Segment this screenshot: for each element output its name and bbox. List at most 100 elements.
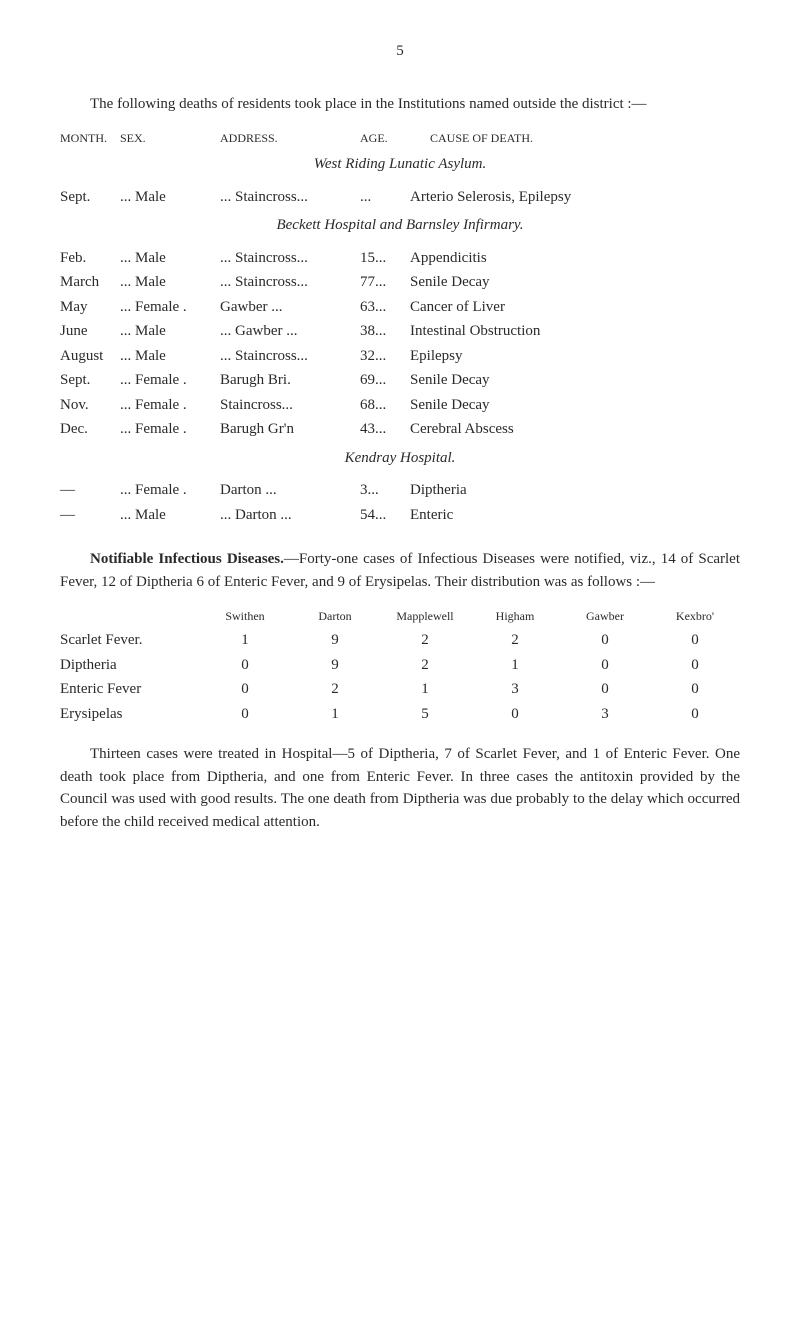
header-address: ADDRESS. [220, 129, 360, 147]
hospital-2: Beckett Hospital and Barnsley Infirmary. [60, 214, 740, 237]
entry-cause: Intestinal Obstruction [410, 320, 740, 343]
block-2: Feb. ... Male ... Staincross... 15... Ap… [60, 247, 740, 441]
entry-sex: ... Female . [120, 418, 220, 441]
dist-val: 0 [650, 678, 740, 701]
page-number: 5 [60, 40, 740, 63]
entry-row: March ... Male ... Staincross... 77... S… [60, 271, 740, 294]
entry-row: Nov. ... Female . Staincross... 68... Se… [60, 394, 740, 417]
dist-header: Swithen Darton Mapplewell Higham Gawber … [60, 607, 740, 625]
entry-age: 43... [360, 418, 410, 441]
entry-addr: ... Staincross... [220, 345, 360, 368]
closing-paragraph: Thirteen cases were treated in Hospital—… [60, 743, 740, 833]
entry-row: August ... Male ... Staincross... 32... … [60, 345, 740, 368]
entry-sex: ... Male [120, 247, 220, 270]
entry-sex: ... Male [120, 345, 220, 368]
entry-row: Dec. ... Female . Barugh Gr'n 43... Cere… [60, 418, 740, 441]
entry-cause: Cancer of Liver [410, 296, 740, 319]
entry-addr: ... Staincross... [220, 271, 360, 294]
dist-val: 5 [380, 703, 470, 726]
dist-val: 9 [290, 654, 380, 677]
notifiable-title: Notifiable Infectious Diseases. [90, 551, 284, 567]
entry-cause: Diptheria [410, 479, 740, 502]
entry-addr: ... Gawber ... [220, 320, 360, 343]
entry-age: 32... [360, 345, 410, 368]
entry-addr: Staincross... [220, 394, 360, 417]
entry-age: 3... [360, 479, 410, 502]
dist-val: 0 [650, 654, 740, 677]
entry-sex: ... Female . [120, 296, 220, 319]
hospital-3: Kendray Hospital. [60, 447, 740, 470]
dist-val: 2 [380, 654, 470, 677]
entry-age: 63... [360, 296, 410, 319]
entry-age: 54... [360, 504, 410, 527]
entry-addr: ... Darton ... [220, 504, 360, 527]
dist-header-col: Darton [290, 607, 380, 625]
entry-row: June ... Male ... Gawber ... 38... Intes… [60, 320, 740, 343]
dist-name: Enteric Fever [60, 678, 200, 701]
entry-cause: Epilepsy [410, 345, 740, 368]
dist-name: Erysipelas [60, 703, 200, 726]
dist-val: 2 [290, 678, 380, 701]
dist-header-col: Gawber [560, 607, 650, 625]
entry-month: June [60, 320, 120, 343]
dist-row: Erysipelas 0 1 5 0 3 0 [60, 703, 740, 726]
entry-row: Feb. ... Male ... Staincross... 15... Ap… [60, 247, 740, 270]
column-headers: MONTH. SEX. ADDRESS. AGE. CAUSE OF DEATH… [60, 129, 740, 147]
entry-sex: ... Male [120, 320, 220, 343]
dist-name: Diptheria [60, 654, 200, 677]
dist-val: 0 [560, 629, 650, 652]
dist-val: 1 [470, 654, 560, 677]
entry-row: Sept. ... Male ... Staincross... ... Art… [60, 186, 740, 209]
entry-addr: Darton ... [220, 479, 360, 502]
entry-age: 77... [360, 271, 410, 294]
dist-val: 0 [200, 703, 290, 726]
entry-month: Sept. [60, 186, 120, 209]
header-sex: SEX. [120, 129, 220, 147]
entry-age: 68... [360, 394, 410, 417]
dist-header-col: Kexbro' [650, 607, 740, 625]
entry-sex: ... Male [120, 504, 220, 527]
dist-val: 0 [650, 629, 740, 652]
dist-table: Scarlet Fever. 1 9 2 2 0 0 Diptheria 0 9… [60, 629, 740, 725]
dist-val: 1 [200, 629, 290, 652]
entry-addr: ... Staincross... [220, 186, 360, 209]
entry-month: — [60, 504, 120, 527]
entry-row: Sept. ... Female . Barugh Bri. 69... Sen… [60, 369, 740, 392]
dist-val: 2 [470, 629, 560, 652]
entry-month: Dec. [60, 418, 120, 441]
entry-month: August [60, 345, 120, 368]
entry-age: 69... [360, 369, 410, 392]
dist-row: Diptheria 0 9 2 1 0 0 [60, 654, 740, 677]
dist-val: 0 [200, 654, 290, 677]
header-cause: CAUSE OF DEATH. [430, 129, 740, 147]
intro-paragraph: The following deaths of residents took p… [60, 93, 740, 116]
dist-val: 0 [560, 654, 650, 677]
header-month: MONTH. [60, 129, 120, 147]
dist-row: Enteric Fever 0 2 1 3 0 0 [60, 678, 740, 701]
dist-val: 0 [650, 703, 740, 726]
dist-val: 3 [470, 678, 560, 701]
entry-age: 15... [360, 247, 410, 270]
dist-val: 2 [380, 629, 470, 652]
entry-cause: Cerebral Abscess [410, 418, 740, 441]
entry-month: March [60, 271, 120, 294]
entry-cause: Enteric [410, 504, 740, 527]
dist-row: Scarlet Fever. 1 9 2 2 0 0 [60, 629, 740, 652]
entry-row: — ... Male ... Darton ... 54... Enteric [60, 504, 740, 527]
entry-cause: Senile Decay [410, 271, 740, 294]
entry-sex: ... Female . [120, 369, 220, 392]
hospital-1: West Riding Lunatic Asylum. [60, 153, 740, 176]
dist-header-col: Mapplewell [380, 607, 470, 625]
entry-month: Sept. [60, 369, 120, 392]
entry-addr: Barugh Gr'n [220, 418, 360, 441]
entry-addr: ... Staincross... [220, 247, 360, 270]
dist-val: 1 [290, 703, 380, 726]
entry-month: Nov. [60, 394, 120, 417]
dist-val: 0 [200, 678, 290, 701]
dist-val: 1 [380, 678, 470, 701]
block-1: Sept. ... Male ... Staincross... ... Art… [60, 186, 740, 209]
entry-month: — [60, 479, 120, 502]
entry-cause: Appendicitis [410, 247, 740, 270]
entry-cause: Arterio Selerosis, Epilepsy [410, 186, 740, 209]
entry-sex: ... Female . [120, 394, 220, 417]
